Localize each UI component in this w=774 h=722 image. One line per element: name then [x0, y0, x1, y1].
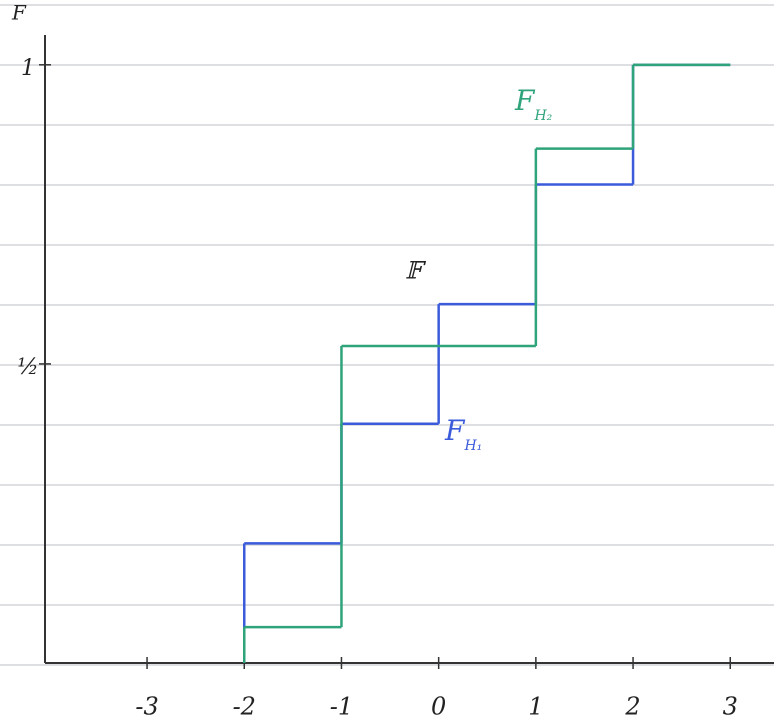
x-tick-label: 0 [431, 693, 446, 721]
notebook-rules [0, 5, 774, 665]
y-tick-label: 1 [21, 56, 35, 81]
x-tick-label: -3 [135, 693, 158, 721]
x-tick-label: 1 [528, 693, 543, 721]
x-tick-label: -2 [233, 693, 256, 721]
annotation-text: F [444, 414, 466, 447]
x-tick-label: -1 [330, 693, 353, 721]
annotation: 𝔽 [405, 257, 427, 285]
y-tick-label: ½ [17, 355, 38, 380]
annotation-sub: H₂ [533, 108, 552, 124]
x-tick-label: 3 [723, 693, 738, 721]
annotation: FH₁ [444, 414, 482, 455]
annotation-text: F [514, 84, 536, 117]
annotation-sub: H₁ [463, 438, 482, 454]
chart: F FH₂ FH₁ 𝔽 -3-2-10123½1 [0, 0, 774, 722]
x-tick-label: 2 [624, 693, 640, 721]
annotation: FH₂ [514, 84, 553, 125]
y-axis-label: F [11, 1, 27, 25]
